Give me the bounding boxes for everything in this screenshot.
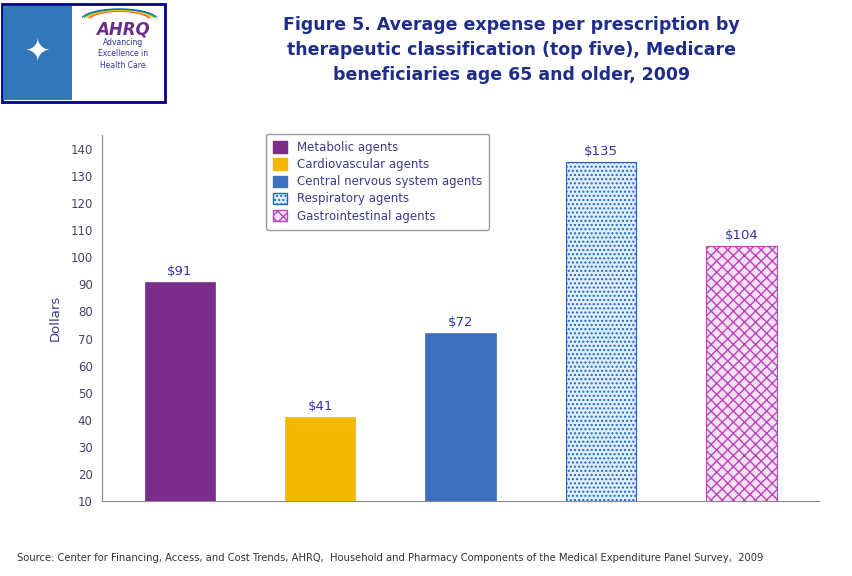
Bar <box>425 333 495 501</box>
Bar <box>705 247 776 501</box>
Text: ✦: ✦ <box>25 37 50 66</box>
Bar <box>144 282 215 501</box>
Text: $135: $135 <box>584 145 618 158</box>
Text: Advancing
Excellence in
Health Care: Advancing Excellence in Health Care <box>98 39 147 70</box>
Text: Figure 5. Average expense per prescription by
therapeutic classification (top fi: Figure 5. Average expense per prescripti… <box>283 16 740 84</box>
Text: Source: Center for Financing, Access, and Cost Trends, AHRQ,  Household and Phar: Source: Center for Financing, Access, an… <box>17 554 763 563</box>
Legend: Metabolic agents, Cardiovascular agents, Central nervous system agents, Respirat: Metabolic agents, Cardiovascular agents,… <box>266 134 488 230</box>
Bar <box>566 162 636 501</box>
Text: AHRQ: AHRQ <box>96 20 149 38</box>
Text: $72: $72 <box>447 316 473 329</box>
Text: $104: $104 <box>724 229 757 242</box>
FancyBboxPatch shape <box>2 4 165 101</box>
Y-axis label: Dollars: Dollars <box>49 295 62 342</box>
Bar <box>285 417 354 501</box>
Text: $91: $91 <box>167 264 192 278</box>
Text: $41: $41 <box>307 400 332 413</box>
